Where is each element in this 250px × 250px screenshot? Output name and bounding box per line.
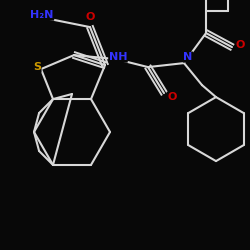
Text: N: N	[184, 52, 192, 62]
Text: NH: NH	[109, 52, 127, 62]
Text: O: O	[235, 40, 245, 50]
Text: H₂N: H₂N	[30, 10, 54, 20]
Text: O: O	[85, 12, 95, 22]
Text: O: O	[167, 92, 177, 102]
Text: S: S	[33, 62, 41, 72]
